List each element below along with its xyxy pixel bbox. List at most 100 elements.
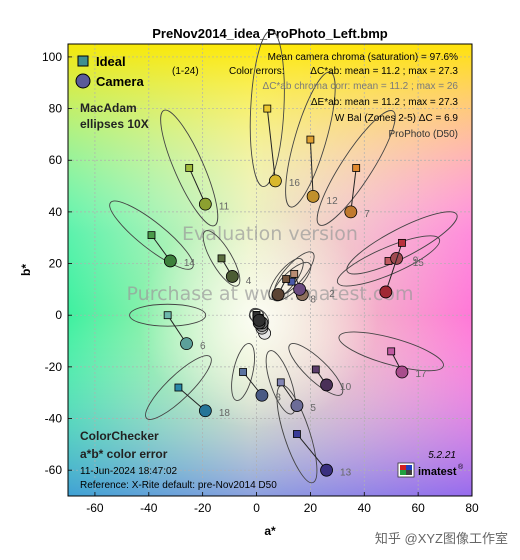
- x-axis-label: a*: [264, 524, 276, 538]
- macadam-ellipses: [109, 30, 458, 484]
- x-tick-label: 60: [411, 501, 425, 515]
- error-vector: [266, 108, 276, 181]
- macadam-ellipse: [336, 235, 441, 287]
- patch-label: 11: [219, 201, 230, 212]
- stat-dc: ΔC*ab: mean = 11.2 ; max = 27.3: [310, 66, 458, 77]
- macadam-ellipse: [109, 200, 194, 270]
- macadam-ellipse: [145, 355, 212, 420]
- y-tick-label: -20: [45, 360, 63, 374]
- legend-range: (1-24): [172, 66, 199, 77]
- ideal-marker: [217, 254, 226, 263]
- x-tick-label: -20: [194, 501, 212, 515]
- patch-label: 14: [184, 258, 196, 269]
- ideal-marker: [293, 430, 301, 438]
- macadam-ellipse: [265, 350, 296, 415]
- x-tick-label: 20: [304, 501, 318, 515]
- ideal-marker: [387, 347, 396, 356]
- ideal-marker: [239, 368, 247, 376]
- legend: Ideal Camera (1-24) MacAdam ellipses 10X: [75, 54, 199, 131]
- footer: ColorChecker a*b* color error 11-Jun-202…: [80, 429, 464, 491]
- patch-label: 2: [329, 289, 335, 300]
- footer-version: 5.2.21: [428, 450, 456, 461]
- stats-block: Mean camera chroma (saturation) = 97.6% …: [229, 52, 458, 140]
- x-tick-label: -40: [140, 501, 158, 515]
- error-vector: [309, 139, 314, 197]
- y-tick-label: 20: [49, 257, 63, 271]
- plot-frame: [67, 43, 473, 497]
- camera-marker: [320, 463, 333, 477]
- macadam-ellipse: [129, 303, 207, 327]
- ideal-marker: [174, 383, 183, 392]
- ideal-marker: [147, 231, 156, 240]
- axes: -60 -40 -20 0 20 40 60 80 -60 -40 -20 0 20 40 60 80 100: [42, 43, 479, 515]
- stat-de: ΔE*ab: mean = 11.2 ; max = 27.3: [311, 97, 459, 108]
- stat-dc-corr: ΔC*ab chroma corr: mean = 11.2 ; max = 2…: [263, 81, 459, 92]
- legend-ideal-swatch: [77, 55, 89, 67]
- plot-background: [68, 44, 472, 496]
- source-credit: 知乎 @XYZ图像工作室: [375, 531, 508, 546]
- error-vector: [296, 433, 327, 471]
- patch-label: 13: [340, 467, 352, 478]
- x-tick-label: -60: [86, 501, 104, 515]
- x-tick-label: 0: [253, 501, 260, 515]
- macadam-ellipse: [285, 71, 336, 208]
- footer-date: 11-Jun-2024 18:47:02: [80, 466, 178, 477]
- ideal-marker: [185, 164, 194, 172]
- y-tick-label: 80: [49, 102, 63, 116]
- ideal-marker: [290, 269, 299, 278]
- ideal-marker: [306, 135, 315, 144]
- x-tick-label: 40: [358, 501, 372, 515]
- stat-wbal: W Bal (Zones 2-5) ΔC = 6.9: [335, 113, 459, 124]
- watermark-evaluation: Evaluation version: [182, 223, 358, 245]
- patch-label: 4: [246, 276, 252, 287]
- x-tick-label: 80: [465, 501, 479, 515]
- footer-reference: Reference: X-Rite default: pre-Nov2014 D…: [80, 480, 277, 491]
- imatest-logo-icon: [397, 462, 415, 478]
- patch-label: 12: [327, 196, 339, 207]
- camera-marker: [293, 282, 307, 296]
- camera-marker: [198, 404, 212, 418]
- error-vector: [350, 167, 357, 212]
- patch-label: 8: [310, 294, 316, 305]
- legend-ideal-label: Ideal: [96, 54, 126, 69]
- macadam-ellipse: [160, 109, 219, 227]
- camera-marker: [225, 270, 239, 283]
- error-vector: [385, 242, 403, 293]
- y-tick-label: 0: [55, 308, 62, 322]
- watermarks: Evaluation version Purchase at www.imate…: [127, 223, 414, 305]
- ideal-marker: [398, 238, 406, 247]
- camera-marker: [252, 313, 266, 327]
- ideal-marker: [163, 311, 172, 320]
- camera-marker: [163, 254, 177, 268]
- ideal-marker: [352, 164, 361, 172]
- patch-label: 15: [413, 258, 425, 269]
- patch-label: 6: [200, 341, 206, 352]
- patch-label: 7: [364, 209, 370, 220]
- patch-label: 18: [219, 408, 231, 419]
- ellipses-label-line1: MacAdam: [80, 101, 137, 115]
- patch-markers: 2 3 4 5 6 7 8 9 10 11 12 13 14 15 16 17 18: [147, 104, 427, 478]
- y-tick-label: -40: [45, 412, 63, 426]
- camera-marker: [271, 288, 285, 301]
- ellipses-label-line2: ellipses 10X: [80, 117, 149, 131]
- footer-brand: imatest: [418, 466, 457, 478]
- camera-marker: [198, 197, 212, 211]
- camera-marker: [268, 174, 282, 188]
- legend-camera-marker: [75, 73, 91, 89]
- patch-label: 10: [340, 382, 352, 393]
- footer-registered: ®: [458, 463, 464, 471]
- patch-label: 3: [275, 392, 281, 403]
- macadam-ellipse: [346, 211, 458, 275]
- camera-marker: [379, 285, 393, 299]
- patch-label: 9: [413, 256, 419, 267]
- y-tick-label: 60: [49, 153, 63, 167]
- ideal-marker: [282, 275, 291, 283]
- camera-marker: [344, 205, 358, 219]
- macadam-ellipse: [202, 230, 241, 287]
- ideal-marker: [263, 104, 272, 113]
- ideal-marker: [276, 378, 285, 387]
- y-tick-label: 40: [49, 205, 63, 219]
- macadam-ellipse: [338, 331, 444, 372]
- camera-marker: [290, 399, 304, 413]
